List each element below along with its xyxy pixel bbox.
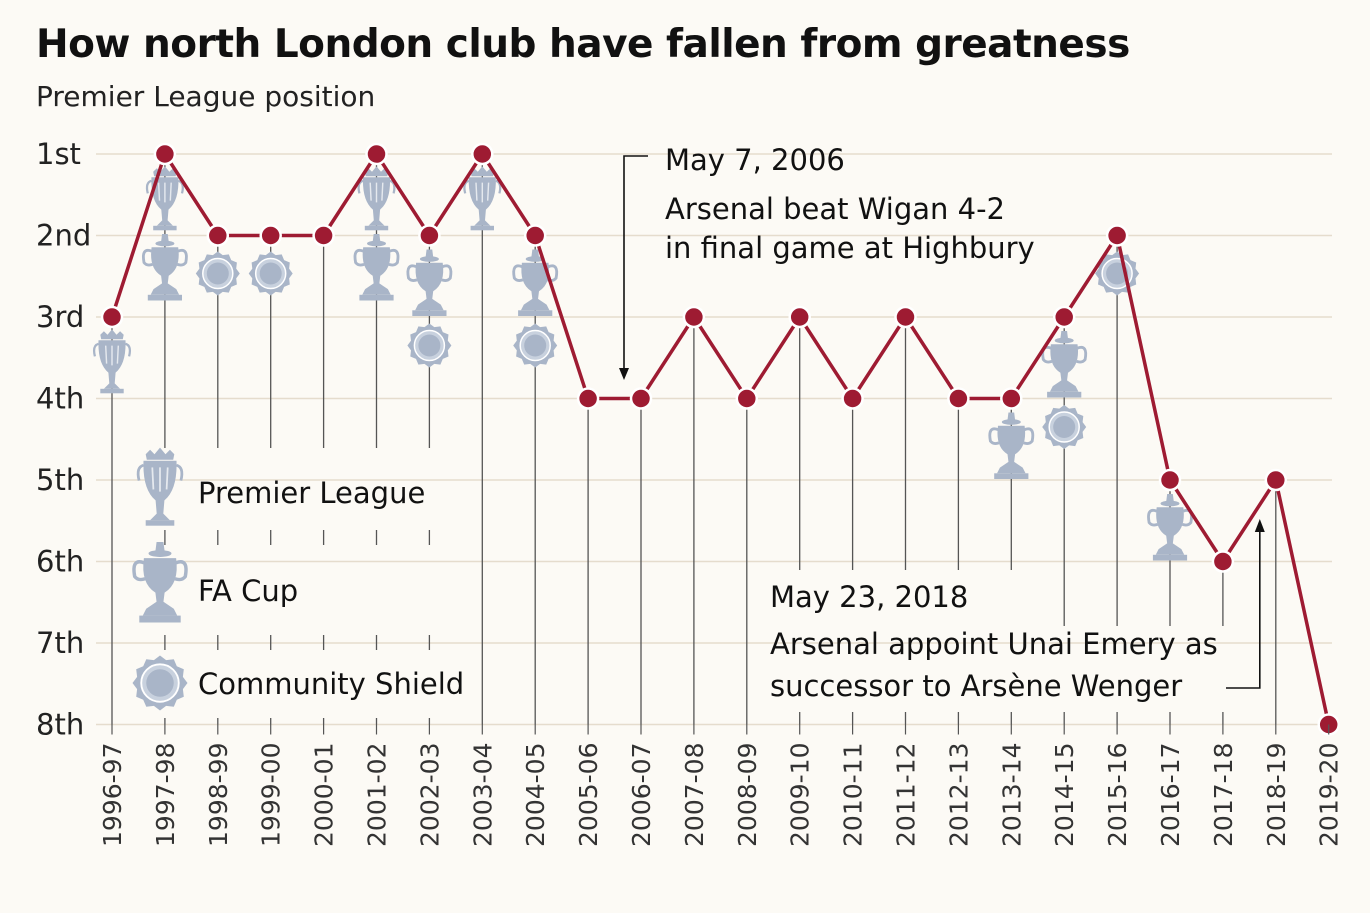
data-point-2006-07: [629, 387, 653, 410]
annotation-arrowhead-2018: [1254, 519, 1265, 532]
x-tick-1996-97: 1996-97: [98, 743, 127, 847]
data-point-2015-16: [1105, 224, 1129, 247]
data-point-2001-02: [365, 142, 388, 166]
x-tick-2006-07: 2006-07: [627, 743, 656, 847]
x-tick-2000-01: 2000-01: [310, 743, 339, 847]
y-tick-8th: 8th: [36, 708, 84, 742]
premier-league-icon: [92, 329, 132, 394]
data-point-2012-13: [947, 387, 970, 410]
x-tick-2008-09: 2008-09: [733, 743, 762, 847]
data-point-2002-03: [418, 224, 441, 247]
x-tick-2011-12: 2011-12: [892, 743, 921, 847]
x-tick-1997-98: 1997-98: [151, 743, 180, 847]
x-tick-2005-06: 2005-06: [574, 743, 603, 847]
fa-cup-icon: [141, 234, 188, 301]
page-title: How north London club have fallen from g…: [36, 22, 1130, 67]
fa-cup-icon: [512, 249, 559, 316]
data-point-2013-14: [1000, 387, 1023, 410]
annotation-2018-line-2: Arsenal appoint Unai Emery as: [770, 627, 1218, 661]
data-point-2004-05: [523, 224, 547, 247]
y-tick-1st: 1st: [36, 137, 81, 171]
fa-cup-icon: [353, 234, 400, 301]
y-tick-3rd: 3rd: [36, 300, 84, 334]
position-series: [100, 142, 1340, 736]
x-tick-2013-14: 2013-14: [997, 743, 1026, 847]
x-tick-2009-10: 2009-10: [786, 743, 815, 847]
data-point-1998-99: [206, 224, 230, 247]
annotation-2006-line-3: in final game at Highbury: [665, 231, 1035, 265]
y-tick-7th: 7th: [36, 626, 84, 660]
community-shield-icon: [195, 251, 240, 296]
y-tick-4th: 4th: [36, 382, 84, 416]
y-tick-5th: 5th: [36, 463, 84, 497]
data-point-2000-01: [312, 224, 335, 247]
legend-fa-cup-label: FA Cup: [198, 574, 298, 608]
annotation-leader-2018: [1226, 528, 1261, 689]
x-tick-2018-19: 2018-19: [1262, 743, 1291, 847]
season-drop-lines: [111, 154, 1277, 725]
data-point-2008-09: [735, 387, 759, 410]
x-tick-2017-18: 2017-18: [1209, 743, 1238, 847]
data-point-2016-17: [1158, 468, 1182, 492]
data-point-2005-06: [576, 387, 600, 410]
x-tick-1999-00: 1999-00: [257, 743, 286, 847]
data-point-2014-15: [1052, 305, 1076, 329]
data-point-2018-19: [1264, 468, 1288, 492]
community-shield-icon: [407, 323, 452, 368]
trophy-markers: [92, 166, 1193, 561]
x-tick-2016-17: 2016-17: [1156, 743, 1185, 847]
x-tick-2010-11: 2010-11: [839, 743, 868, 847]
y-tick-6th: 6th: [36, 545, 84, 579]
annotation-2006-line-2: Arsenal beat Wigan 4-2: [665, 192, 1005, 226]
annotation-2006-line-1: May 7, 2006: [665, 143, 845, 177]
community-shield-icon: [513, 323, 558, 368]
data-point-2003-04: [471, 142, 494, 166]
annotation-2018-line-3: successor to Arsène Wenger: [770, 669, 1182, 703]
fa-cup-icon: [1041, 331, 1088, 398]
data-point-2009-10: [788, 305, 811, 329]
fa-cup-icon: [988, 412, 1035, 479]
x-tick-2019-20: 2019-20: [1315, 743, 1344, 847]
x-tick-2002-03: 2002-03: [415, 743, 444, 847]
annotation-leader-2006: [623, 155, 648, 372]
annotations: May 7, 2006 Arsenal beat Wigan 4-2 in fina…: [619, 143, 1265, 703]
fa-cup-icon: [406, 249, 453, 316]
y-axis-ticks: 1st 2nd 3rd 4th 5th 6th 7th 8th: [36, 137, 91, 742]
x-tick-2015-16: 2015-16: [1103, 743, 1132, 847]
x-tick-1998-99: 1998-99: [204, 743, 233, 847]
community-shield-icon: [1042, 405, 1087, 449]
premier-league-icon: [357, 166, 396, 231]
x-axis-ticks: 1996-97 1997-98 1998-99 1999-00 2000-01 2001-…: [98, 724, 1344, 847]
premier-league-icon: [463, 166, 502, 231]
data-point-1999-00: [259, 224, 282, 247]
x-tick-2007-08: 2007-08: [680, 743, 709, 847]
page-subtitle: Premier League position: [36, 80, 376, 113]
data-point-2017-18: [1211, 550, 1235, 573]
data-point-1997-98: [153, 142, 177, 166]
legend-premier-league-icon: [136, 447, 184, 526]
x-tick-2001-02: 2001-02: [363, 743, 392, 847]
x-tick-2003-04: 2003-04: [468, 743, 497, 847]
legend-premier-league-label: Premier League: [198, 476, 425, 510]
data-point-1996-97: [100, 305, 124, 329]
data-point-2011-12: [894, 305, 917, 329]
x-tick-2012-13: 2012-13: [944, 743, 973, 847]
y-tick-2nd: 2nd: [36, 219, 91, 253]
annotation-2018-line-1: May 23, 2018: [770, 580, 968, 614]
legend-community-shield-icon: [132, 655, 188, 711]
data-point-2007-08: [682, 305, 706, 329]
community-shield-icon: [248, 251, 293, 296]
legend-community-shield-label: Community Shield: [198, 667, 464, 701]
legend: Premier League FA Cup Community Shield: [132, 447, 464, 711]
x-tick-2004-05: 2004-05: [521, 743, 550, 847]
grid-lines: [96, 153, 1332, 726]
data-point-2010-11: [841, 387, 864, 410]
legend-fa-cup-icon: [132, 542, 188, 623]
x-tick-2014-15: 2014-15: [1050, 743, 1079, 847]
annotation-arrowhead-2006: [619, 368, 629, 380]
